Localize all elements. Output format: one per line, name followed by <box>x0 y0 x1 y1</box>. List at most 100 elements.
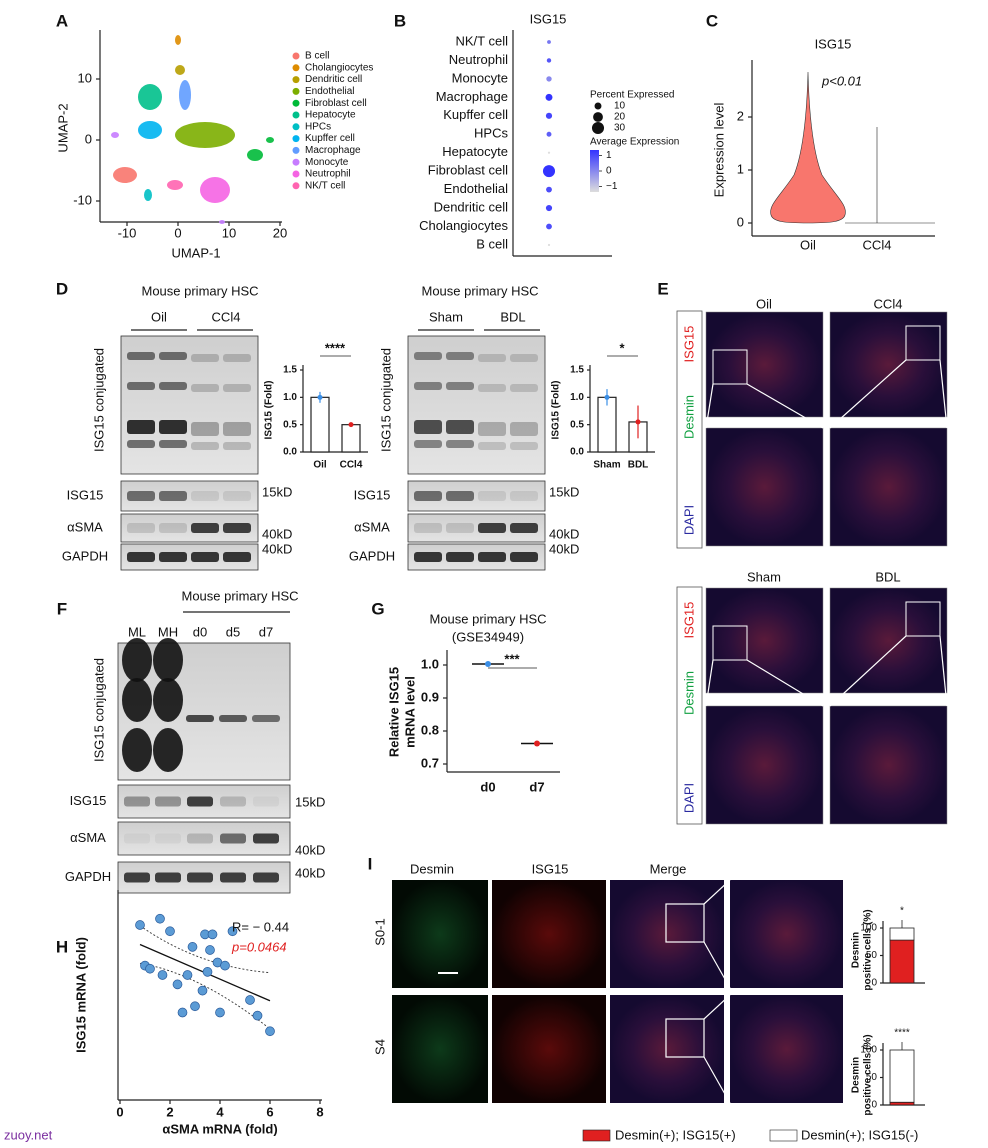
legend-swatch <box>292 182 300 190</box>
x-tick-label: 10 <box>222 225 236 240</box>
band <box>159 552 187 562</box>
blot-label: ISG15 conjugated <box>378 348 393 452</box>
mean-dot <box>317 394 323 400</box>
micrograph <box>705 587 824 694</box>
band <box>446 552 474 562</box>
chart-subtitle: (GSE34949) <box>452 629 524 644</box>
y-tick-label: 0.5 <box>570 419 584 430</box>
micrograph <box>610 995 724 1103</box>
dot <box>542 165 556 178</box>
category-label: Monocyte <box>452 70 508 85</box>
confidence-band <box>139 962 271 1030</box>
point <box>265 1026 275 1037</box>
violin <box>770 71 846 224</box>
legend-swatch <box>292 123 300 131</box>
band <box>414 420 442 434</box>
point <box>215 1007 225 1018</box>
stain-label: Desmin <box>681 671 696 715</box>
y-axis-label: UMAP-2 <box>55 103 70 152</box>
band <box>446 382 474 390</box>
y-axis-label: ISG15 mRNA (fold) <box>73 937 88 1053</box>
band <box>159 491 187 501</box>
panel-label: C <box>706 11 718 30</box>
band <box>127 491 155 501</box>
y-tick-label: 1.5 <box>570 365 584 376</box>
legend-label: Neutrophil <box>305 169 351 180</box>
point <box>145 963 155 974</box>
band <box>220 796 246 807</box>
dot <box>546 76 552 82</box>
mean-dot <box>604 394 610 400</box>
micrograph <box>829 427 948 547</box>
panel-label: F <box>57 599 67 618</box>
y-tick-label: 0.0 <box>283 447 297 458</box>
legend-title: Average Expression <box>590 137 679 148</box>
point <box>155 913 165 924</box>
band-label: GAPDH <box>62 548 108 563</box>
category-label: NK/T cell <box>456 33 509 48</box>
band <box>220 872 246 883</box>
point <box>157 970 168 980</box>
y-tick-label: 100 <box>860 1045 877 1056</box>
y-tick-label: 0 <box>871 1100 877 1111</box>
x-tick-label: 0 <box>116 1104 123 1119</box>
dot <box>546 186 552 193</box>
band-label: GAPDH <box>349 548 395 563</box>
band <box>510 491 538 501</box>
category-label: Dendritic cell <box>434 199 509 214</box>
y-tick-label: 50 <box>866 1072 878 1083</box>
stain-label: ISG15 <box>681 326 696 363</box>
legend-label: B cell <box>305 51 329 62</box>
blot-image <box>120 513 259 543</box>
dot <box>547 243 551 247</box>
point <box>227 926 238 937</box>
panel-label: H <box>56 937 68 956</box>
condition-label: Sham <box>747 569 781 584</box>
blot-label: ISG15 conjugated <box>91 348 106 452</box>
legend-label: NK/T cell <box>305 180 345 191</box>
band <box>510 422 538 436</box>
y-tick-label: 100 <box>860 923 877 934</box>
kd-label: 40kD <box>295 865 325 880</box>
band <box>253 833 279 844</box>
kd-label: 15kD <box>549 484 579 499</box>
panel-label: A <box>56 11 68 30</box>
bar-segment <box>889 927 915 941</box>
band <box>223 523 251 533</box>
band-label: ISG15 <box>67 487 104 502</box>
band <box>191 422 219 436</box>
y-axis-label: ISG15 (Fold) <box>551 381 562 440</box>
band <box>253 796 279 807</box>
band <box>220 833 246 844</box>
micrograph <box>392 880 488 988</box>
zoom-line <box>829 635 907 707</box>
micrograph <box>492 995 606 1103</box>
band <box>446 352 474 360</box>
bar-segment <box>889 939 915 984</box>
band <box>187 872 213 883</box>
band <box>187 796 213 807</box>
bar <box>310 396 330 453</box>
bar-segment <box>889 1101 915 1106</box>
y-tick-label: 0 <box>85 131 92 146</box>
point <box>197 985 208 996</box>
band <box>478 442 506 450</box>
kd-label: 40kD <box>295 842 325 857</box>
y-tick-label: 0 <box>737 214 744 229</box>
band <box>446 523 474 533</box>
lane-label: Oil <box>151 309 167 324</box>
band <box>122 728 152 772</box>
confidence-band <box>139 925 271 974</box>
size-key <box>593 112 603 122</box>
category-label: Fibroblast cell <box>428 163 508 178</box>
point <box>252 1010 263 1021</box>
watermark: zuoy.net <box>4 1127 53 1142</box>
y-tick-label: 0 <box>871 978 877 989</box>
micrograph <box>730 880 843 988</box>
band <box>191 552 219 562</box>
band <box>153 638 183 682</box>
category-label: Endothelial <box>444 181 508 196</box>
x-tick-label: 2 <box>166 1104 173 1119</box>
stain-label: DAPI <box>681 505 696 535</box>
lane-label: BDL <box>500 309 525 324</box>
